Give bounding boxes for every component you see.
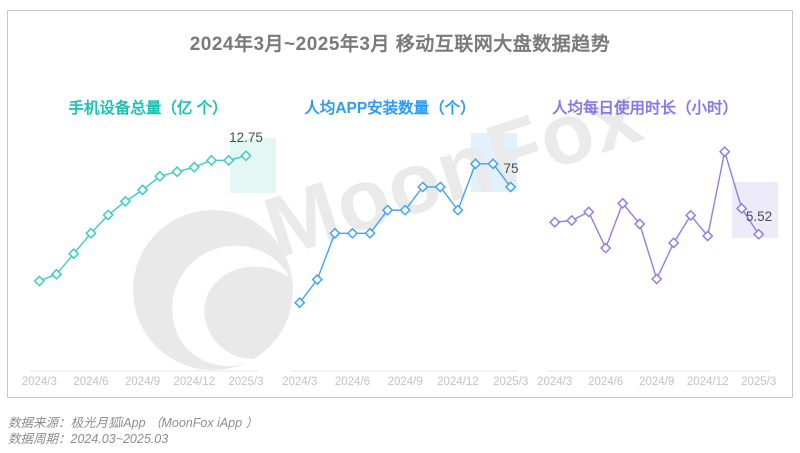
x-axis-tick-label: 2024/3 [282, 376, 318, 388]
x-axis-tick-label: 2025/3 [228, 376, 264, 388]
x-axis-tick-label: 2024/12 [173, 376, 216, 388]
x-axis-tick-label: 2024/9 [125, 376, 161, 388]
x-axis-tick-label: 2024/12 [686, 376, 729, 388]
x-axis-tick-label: 2025/3 [741, 376, 777, 388]
chart-title-hours: 人均每日使用时长（小时） [551, 100, 739, 117]
chart-title-apps: 人均APP安装数量（个） [304, 100, 476, 117]
x-axis-tick-label: 2024/9 [387, 376, 423, 388]
chart-title-devices: 手机设备总量（亿 个） [68, 100, 228, 117]
last-period-highlight-devices [230, 138, 276, 193]
footer-notes: 数据来源：极光月狐iApp （MoonFox iApp ） 数据周期：2024.… [8, 415, 258, 447]
last-value-label-hours: 5.52 [745, 209, 773, 224]
x-axis-labels: 2024/3 2024/6 2024/9 2024/12 2025/3 2024/3 202… [0, 376, 800, 392]
x-axis-tick-label: 2024/12 [437, 376, 479, 388]
chart-panel [7, 10, 793, 398]
last-value-label-apps: 75 [503, 161, 519, 176]
last-value-label-devices: 12.75 [229, 130, 263, 145]
data-period-note: 数据周期：2024.03~2025.03 [8, 432, 169, 446]
data-source-note: 数据来源：极光月狐iApp （MoonFox iApp ） [8, 416, 259, 430]
x-axis-tick-label: 2024/6 [588, 376, 624, 388]
x-axis-tick-label: 2024/3 [537, 376, 573, 388]
page-title: 2024年3月~2025年3月 移动互联网大盘数据趋势 [189, 34, 611, 55]
x-axis-tick-label: 2024/3 [21, 376, 57, 388]
x-axis-tick-label: 2024/9 [639, 376, 675, 388]
x-axis-tick-label: 2024/6 [73, 376, 109, 388]
x-axis-tick-label: 2025/3 [493, 376, 529, 388]
x-axis-tick-label: 2024/6 [334, 376, 371, 388]
